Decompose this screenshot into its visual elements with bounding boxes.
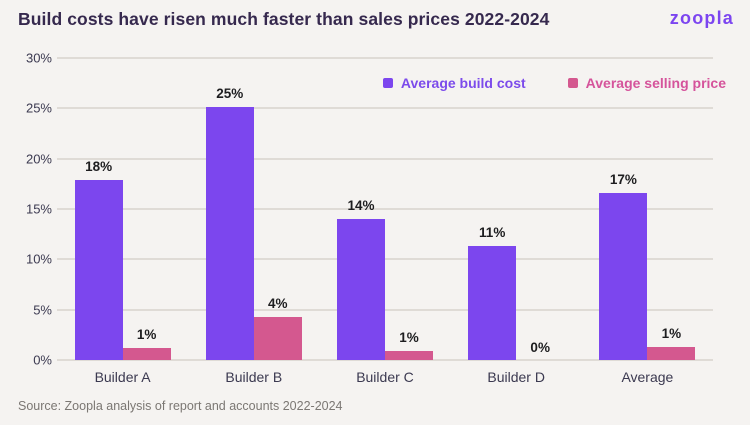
legend-item-selling-price: Average selling price [567,75,726,91]
bar-builder-b-selling-price [253,316,302,360]
page-title: Build costs have risen much faster than … [18,9,550,29]
y-tick-label-20: 20% [25,151,52,167]
build-cost-swatch-icon [382,78,393,88]
selling-price-swatch-icon [567,78,578,88]
gridline-10 [57,258,713,261]
plot-area: 18% 1% 25% 4% 14% 1% 11% 0% 17% 1% [57,57,713,361]
value-label-builder-a-build-cost: 18% [85,158,113,174]
value-label-average-selling-price: 1% [661,325,682,341]
bar-builder-c-selling-price [385,350,433,360]
bar-builder-a-build-cost [74,179,123,360]
gridline-20 [57,157,713,160]
x-tick-label-builder-b: Builder B [225,369,283,385]
gridline-0 [57,359,713,361]
bar-average-selling-price [647,346,696,360]
bar-average-build-cost [599,192,648,360]
y-tick-label-15: 15% [25,201,52,217]
value-label-builder-a-selling-price: 1% [136,326,157,342]
bar-builder-b-build-cost [205,107,254,360]
gridline-5 [57,308,713,311]
x-tick-label-average: Average [621,369,674,385]
bar-builder-a-selling-price [122,347,171,360]
x-tick-label-builder-a: Builder A [94,369,151,385]
x-axis: Builder A Builder B Builder C Builder D Aver… [57,369,713,389]
zoopla-logo: zoopla [669,8,734,28]
legend: Average build cost Average selling price [382,75,726,91]
bar-builder-d-build-cost [468,246,517,360]
x-tick-label-builder-c: Builder C [356,369,414,385]
value-label-builder-c-selling-price: 1% [399,329,419,345]
y-tick-label-30: 30% [25,50,52,66]
y-tick-label-25: 25% [25,100,52,116]
y-tick-label-0: 0% [33,352,52,368]
legend-label-build-cost: Average build cost [400,75,526,91]
gridline-30 [57,57,713,59]
legend-label-selling-price: Average selling price [585,75,726,91]
gridline-15 [57,208,713,210]
legend-item-build-cost: Average build cost [382,75,526,91]
y-tick-label-10: 10% [25,251,52,267]
source-note: Source: Zoopla analysis of report and ac… [18,399,343,413]
y-axis: 0% 5% 10% 15% 20% 25% 30% [10,51,52,368]
value-label-builder-c-build-cost: 14% [347,198,375,214]
value-label-builder-b-selling-price: 4% [268,295,288,311]
bar-builder-c-build-cost [337,219,385,360]
x-tick-label-builder-d: Builder D [487,369,545,385]
value-label-builder-b-build-cost: 25% [216,86,244,102]
value-label-builder-d-build-cost: 11% [479,225,506,241]
gridline-25 [57,107,713,110]
y-tick-label-5: 5% [33,302,52,318]
value-label-builder-d-selling-price: 0% [530,340,550,355]
value-label-average-build-cost: 17% [609,171,637,187]
